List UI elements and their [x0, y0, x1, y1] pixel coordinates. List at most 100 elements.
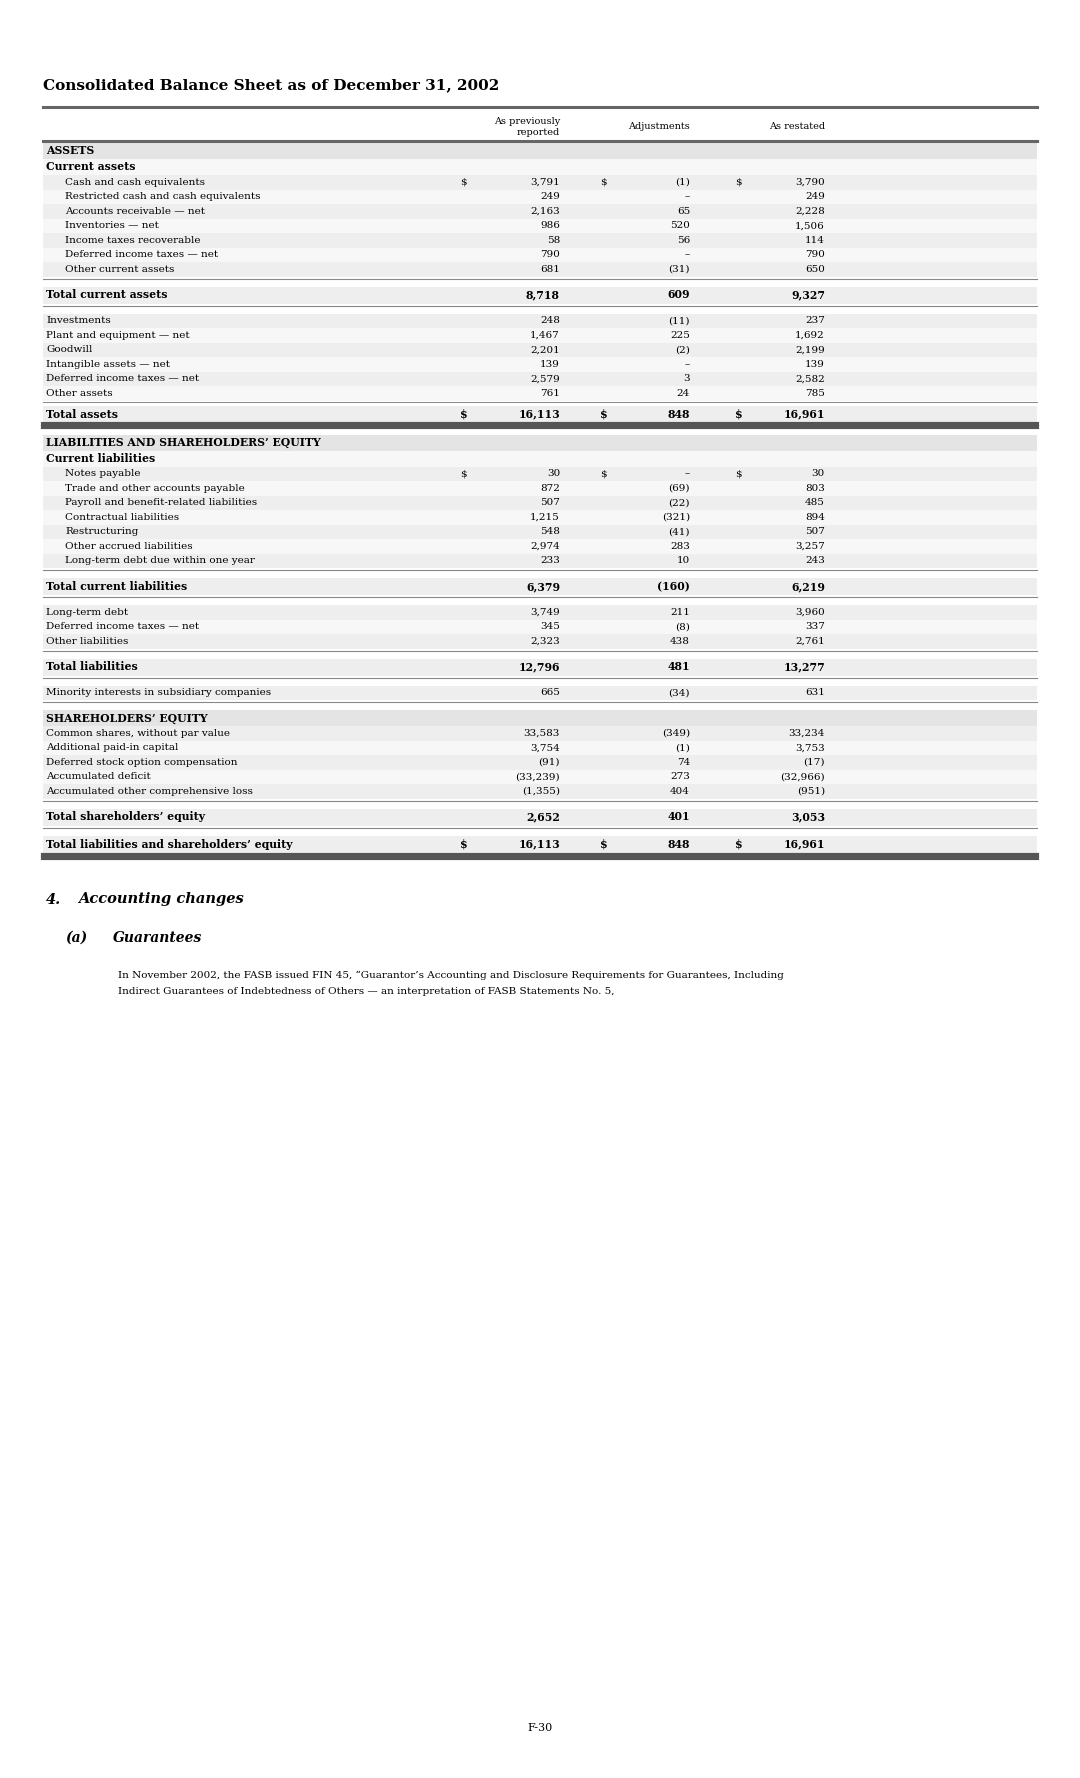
Text: 650: 650: [805, 265, 825, 274]
Text: Current assets: Current assets: [46, 162, 135, 172]
Text: Cash and cash equivalents: Cash and cash equivalents: [65, 178, 205, 187]
Text: 631: 631: [805, 688, 825, 697]
Bar: [43, 756, 1037, 770]
Text: Current liabilities: Current liabilities: [46, 453, 156, 464]
Text: Total liabilities and shareholders’ equity: Total liabilities and shareholders’ equi…: [46, 839, 293, 850]
Bar: [43, 605, 1037, 619]
Bar: [43, 450, 1037, 466]
Text: 507: 507: [805, 528, 825, 537]
Text: Additional paid-in capital: Additional paid-in capital: [46, 743, 178, 752]
Text: 139: 139: [805, 359, 825, 368]
Text: 872: 872: [540, 484, 561, 493]
Text: (32,966): (32,966): [781, 772, 825, 781]
Text: (1): (1): [675, 178, 690, 187]
Text: 2,652: 2,652: [526, 811, 561, 823]
Text: Consolidated Balance Sheet as of December 31, 2002: Consolidated Balance Sheet as of Decembe…: [43, 78, 499, 92]
Text: 16,113: 16,113: [518, 839, 561, 850]
Text: 665: 665: [540, 688, 561, 697]
Text: (1,355): (1,355): [522, 786, 561, 797]
Text: 33,234: 33,234: [788, 729, 825, 738]
Bar: [43, 204, 1037, 219]
Text: 2,582: 2,582: [795, 373, 825, 384]
Text: As restated: As restated: [769, 123, 825, 132]
Text: Plant and equipment — net: Plant and equipment — net: [46, 331, 190, 340]
Text: Other accrued liabilities: Other accrued liabilities: [65, 542, 192, 551]
Text: 790: 790: [805, 251, 825, 260]
Text: 761: 761: [540, 389, 561, 398]
Text: 2,201: 2,201: [530, 345, 561, 354]
Bar: [43, 809, 1037, 825]
Text: Income taxes recoverable: Income taxes recoverable: [65, 236, 201, 245]
Bar: [43, 357, 1037, 372]
Text: Investments: Investments: [46, 316, 111, 325]
Text: 243: 243: [805, 557, 825, 565]
Text: (41): (41): [669, 528, 690, 537]
Text: ASSETS: ASSETS: [46, 146, 94, 156]
Text: LIABILITIES AND SHAREHOLDERS’ EQUITY: LIABILITIES AND SHAREHOLDERS’ EQUITY: [46, 437, 321, 448]
Text: Other current assets: Other current assets: [65, 265, 174, 274]
Bar: [43, 434, 1037, 450]
Text: 1,215: 1,215: [530, 512, 561, 521]
Text: –: –: [685, 469, 690, 478]
Text: 249: 249: [540, 192, 561, 201]
Text: 681: 681: [540, 265, 561, 274]
Text: 548: 548: [540, 528, 561, 537]
Bar: [43, 525, 1037, 539]
Text: 33,583: 33,583: [524, 729, 561, 738]
Text: 13,277: 13,277: [783, 661, 825, 672]
Text: 211: 211: [670, 608, 690, 617]
Text: 337: 337: [805, 622, 825, 631]
Text: 139: 139: [540, 359, 561, 368]
Text: Total assets: Total assets: [46, 409, 118, 420]
Text: 2,579: 2,579: [530, 373, 561, 384]
Text: 30: 30: [812, 469, 825, 478]
Text: Goodwill: Goodwill: [46, 345, 93, 354]
Bar: [43, 247, 1037, 261]
Bar: [43, 158, 1037, 174]
Bar: [43, 190, 1037, 204]
Text: (91): (91): [539, 757, 561, 766]
Text: 4.: 4.: [46, 893, 62, 907]
Text: Restricted cash and cash equivalents: Restricted cash and cash equivalents: [65, 192, 260, 201]
Text: 894: 894: [805, 512, 825, 521]
Text: 1,467: 1,467: [530, 331, 561, 340]
Bar: [43, 286, 1037, 304]
Text: 401: 401: [667, 811, 690, 823]
Text: 481: 481: [667, 661, 690, 672]
Text: Minority interests in subsidiary companies: Minority interests in subsidiary compani…: [46, 688, 271, 697]
Text: (1): (1): [675, 743, 690, 752]
Bar: [43, 261, 1037, 277]
Text: 74: 74: [677, 757, 690, 766]
Bar: [43, 174, 1037, 190]
Text: Trade and other accounts payable: Trade and other accounts payable: [65, 484, 245, 493]
Text: (a): (a): [65, 930, 87, 944]
Text: Deferred income taxes — net: Deferred income taxes — net: [46, 622, 199, 631]
Bar: [43, 553, 1037, 567]
Bar: [43, 725, 1037, 740]
Text: Restructuring: Restructuring: [65, 528, 138, 537]
Text: Deferred stock option compensation: Deferred stock option compensation: [46, 757, 238, 766]
Text: 3,749: 3,749: [530, 608, 561, 617]
Text: 3,791: 3,791: [530, 178, 561, 187]
Text: SHAREHOLDERS’ EQUITY: SHAREHOLDERS’ EQUITY: [46, 713, 207, 724]
Text: (160): (160): [657, 581, 690, 592]
Text: Accumulated other comprehensive loss: Accumulated other comprehensive loss: [46, 786, 253, 797]
Bar: [43, 142, 1037, 158]
Text: 3,257: 3,257: [795, 542, 825, 551]
Text: $: $: [600, 409, 608, 420]
Text: Adjustments: Adjustments: [629, 123, 690, 132]
Bar: [43, 372, 1037, 386]
Text: F-30: F-30: [527, 1723, 553, 1734]
Text: $: $: [460, 839, 468, 850]
Text: 1,692: 1,692: [795, 331, 825, 340]
Bar: [43, 539, 1037, 553]
Text: 12,796: 12,796: [518, 661, 561, 672]
Bar: [43, 386, 1037, 400]
Text: (22): (22): [669, 498, 690, 507]
Text: 485: 485: [805, 498, 825, 507]
Text: $: $: [735, 469, 742, 478]
Text: 56: 56: [677, 236, 690, 245]
Text: (31): (31): [669, 265, 690, 274]
Bar: [43, 343, 1037, 357]
Bar: [43, 482, 1037, 496]
